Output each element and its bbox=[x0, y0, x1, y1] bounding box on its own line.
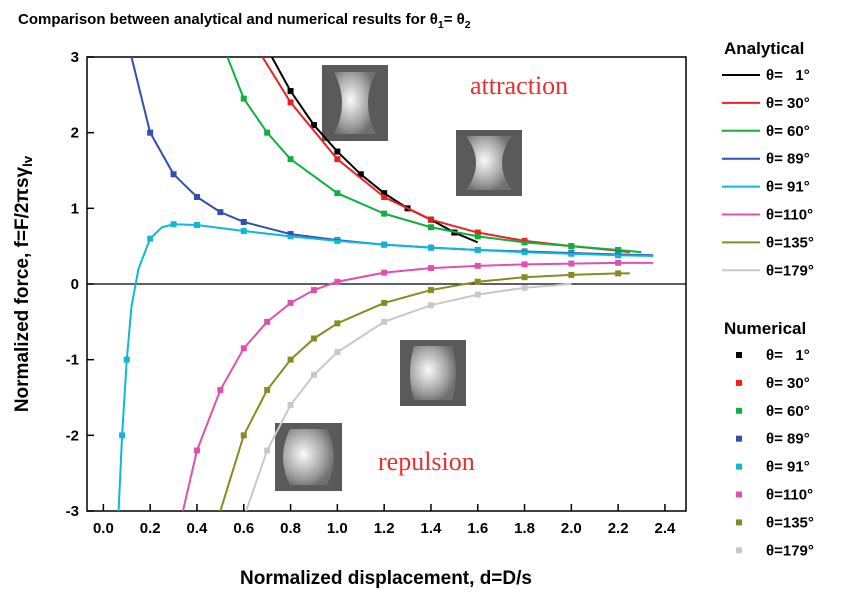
legend-marker bbox=[736, 435, 742, 442]
legend-label: θ= 60° bbox=[766, 123, 810, 140]
curve bbox=[130, 57, 654, 257]
legend-label: θ= 89° bbox=[766, 431, 810, 448]
subscript: lv bbox=[20, 155, 35, 167]
x-tick-label: 1.0 bbox=[327, 520, 348, 537]
annotation: attraction bbox=[470, 71, 568, 100]
curve bbox=[245, 283, 572, 511]
x-tick-label: 0.2 bbox=[140, 520, 161, 537]
x-tick-label: 0.0 bbox=[93, 520, 114, 537]
text-part: = θ bbox=[444, 11, 465, 28]
x-tick-label: 1.2 bbox=[374, 520, 395, 537]
y-tick-label: 1 bbox=[71, 200, 79, 217]
legend-label: θ=179° bbox=[766, 262, 814, 279]
legend-label: θ= 30° bbox=[766, 375, 810, 392]
legend-label: θ= 91° bbox=[766, 459, 810, 476]
legend-label: θ=179° bbox=[766, 542, 814, 559]
legend-label: θ= 1° bbox=[766, 67, 810, 84]
legend-title: Numerical bbox=[724, 319, 806, 338]
y-tick-label: 3 bbox=[71, 49, 79, 66]
x-tick-label: 1.6 bbox=[467, 520, 488, 537]
curve bbox=[117, 223, 654, 511]
text-part: Comparison between analytical and numeri… bbox=[18, 11, 438, 28]
legend-label: θ= 1° bbox=[766, 347, 810, 364]
legend-marker bbox=[736, 407, 742, 414]
x-tick-label: 2.2 bbox=[608, 520, 629, 537]
legend-marker bbox=[736, 491, 742, 498]
legend-label: θ=135° bbox=[766, 234, 814, 251]
y-axis-label: Normalized force, f=F/2πsγlv bbox=[12, 155, 35, 412]
x-tick-label: 0.4 bbox=[187, 520, 209, 537]
legend-label: θ= 91° bbox=[766, 179, 810, 196]
curve bbox=[226, 57, 642, 254]
x-tick-label: 2.0 bbox=[561, 520, 582, 537]
y-tick-label: -1 bbox=[66, 352, 79, 369]
x-tick-label: 1.8 bbox=[514, 520, 535, 537]
legend-marker bbox=[736, 547, 742, 554]
x-tick-label: 2.4 bbox=[655, 520, 677, 537]
chart-title: Comparison between analytical and numeri… bbox=[18, 11, 471, 31]
legend-marker bbox=[736, 519, 742, 526]
legend-label: θ=135° bbox=[766, 514, 814, 531]
x-tick-label: 0.8 bbox=[280, 520, 301, 537]
legend-label: θ= 89° bbox=[766, 151, 810, 168]
annotation: repulsion bbox=[378, 447, 475, 476]
y-tick-label: 0 bbox=[71, 276, 79, 293]
legend-label: θ= 30° bbox=[766, 95, 810, 112]
y-tick-label: -3 bbox=[66, 503, 79, 520]
text-part: Normalized force, f=F/2πsγ bbox=[12, 166, 33, 412]
curve bbox=[261, 57, 630, 254]
curve bbox=[181, 261, 654, 511]
droplet-images bbox=[275, 65, 522, 491]
curve bbox=[219, 272, 630, 511]
legend-label: θ=110° bbox=[766, 487, 813, 504]
legend-label: θ= 60° bbox=[766, 403, 810, 420]
curve bbox=[270, 57, 479, 244]
legend-title: Analytical bbox=[724, 39, 804, 58]
x-tick-label: 1.4 bbox=[421, 520, 443, 537]
subscript: 1 bbox=[438, 19, 444, 31]
plot-area bbox=[117, 57, 654, 511]
legend-marker bbox=[736, 463, 742, 470]
x-tick-label: 0.6 bbox=[233, 520, 254, 537]
x-axis-label: Normalized displacement, d=D/s bbox=[240, 568, 532, 589]
y-tick-label: 2 bbox=[71, 125, 79, 142]
y-tick-label: -2 bbox=[66, 427, 79, 444]
legend-marker bbox=[736, 352, 742, 358]
subscript: 2 bbox=[465, 19, 471, 31]
legend-label: θ=110° bbox=[766, 207, 813, 224]
legend-marker bbox=[736, 379, 742, 386]
